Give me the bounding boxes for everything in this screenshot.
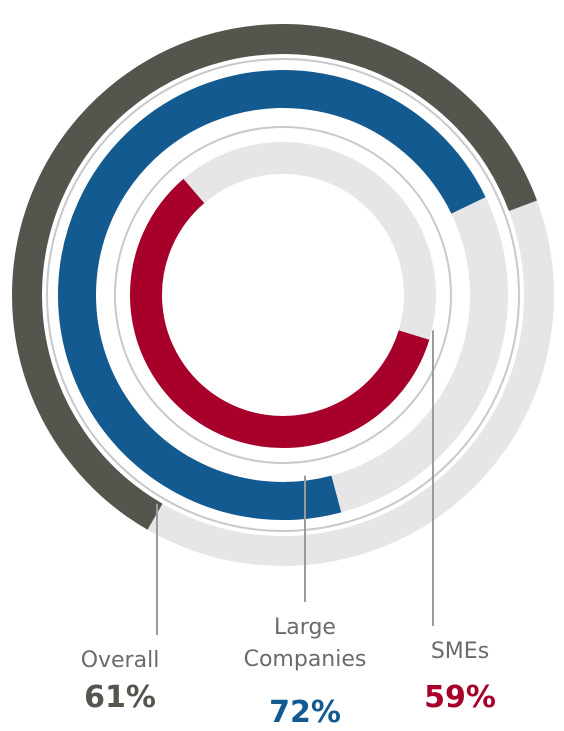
category-label: Overall (80, 648, 160, 673)
value-label: 59% (424, 680, 496, 715)
ring-outline (114, 126, 452, 464)
ring-arc (58, 70, 486, 520)
ring-outline (46, 58, 520, 532)
category-label: SMEs (430, 639, 490, 664)
value-label: 61% (84, 680, 156, 715)
value-label: 72% (269, 695, 341, 730)
ring-arc (12, 24, 537, 530)
category-label: Large Companies (243, 615, 367, 672)
ring-arc (130, 178, 430, 448)
